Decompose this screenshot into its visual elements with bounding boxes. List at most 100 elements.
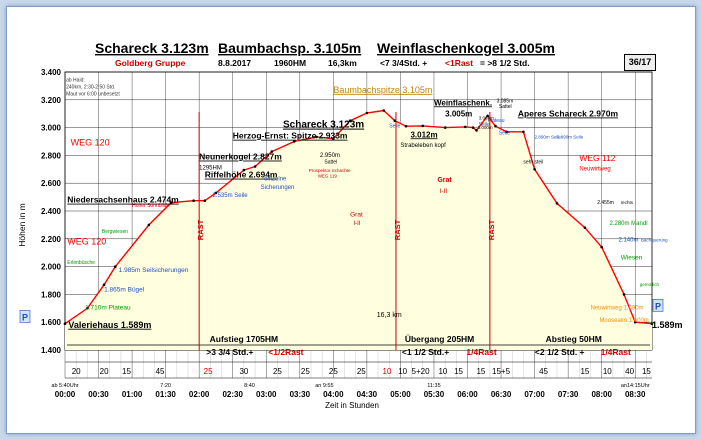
profile-point: [382, 109, 386, 112]
parking-right-label: P: [655, 301, 661, 311]
x-tick-label: 06:30: [491, 390, 512, 399]
distance-label: 16,3 km: [377, 312, 402, 319]
profile-point: [555, 202, 559, 205]
time-mark: an14:15Uhr: [621, 383, 650, 389]
annotation: Neuwirtweg: [579, 167, 610, 173]
segment-minutes: 40: [625, 367, 634, 376]
section-rast: 1/4Rast: [601, 347, 631, 357]
annotation: Seile: [479, 122, 490, 128]
annotation: Sattel: [499, 104, 512, 110]
y-tick-label: 2.800: [41, 151, 62, 160]
profile-point: [147, 223, 151, 227]
profile-point: [583, 226, 587, 229]
annotation: 2.890m Seile: [535, 135, 562, 140]
y-tick-label: 2.400: [41, 207, 62, 216]
annotation: 2.455m: [597, 200, 614, 206]
rast-label: RAST: [393, 219, 402, 240]
annotation: Riffelhöhe 2.694m: [205, 170, 278, 180]
section-rast: <1/2Rast: [268, 347, 303, 357]
annotation: Seile: [389, 124, 400, 130]
x-tick-label: 07:00: [524, 390, 545, 399]
title-part-2: Baumbachsp. 3.105m: [218, 40, 361, 56]
x-tick-label: 01:30: [155, 390, 176, 399]
rast-label: RAST: [487, 219, 496, 240]
annotation: gemütlich: [640, 282, 660, 287]
y-tick-label: 1.400: [41, 346, 62, 355]
profile-line: [64, 109, 653, 325]
annotation: Niedersachsenhaus 2.474m: [67, 195, 179, 205]
profile-point: [203, 199, 207, 202]
profile-point: [600, 245, 603, 249]
annotation: 1.710m Plateau: [85, 305, 131, 312]
segment-minutes: 10: [398, 367, 407, 376]
x-ticks: 00:00 00:30 01:00 01:30 02:00 02:30 03:00 03:30…: [51, 383, 649, 399]
annotation: WEG 119: [318, 174, 338, 179]
x-tick-label: 08:00: [591, 390, 612, 399]
profile-point: [332, 137, 335, 140]
x-tick-label: 04:30: [357, 390, 378, 399]
profile-point: [522, 130, 525, 134]
profile-point: [505, 130, 508, 134]
segment-minutes: 20: [72, 367, 81, 376]
profile-point: [270, 150, 274, 153]
x-tick-label: 05:00: [390, 390, 411, 399]
annotation: Neuwirtweg 1.690m: [591, 306, 644, 312]
y-tick-label: 3.400: [41, 68, 62, 77]
segment-minutes: 15: [476, 367, 485, 376]
x-tick-label: 00:30: [88, 390, 109, 399]
annotation: Moosealm 1.600m: [599, 318, 648, 324]
annotation: 2.280m Mandl: [610, 221, 648, 227]
y-tick-label: 2.000: [41, 263, 62, 272]
annotation: Aperes Schareck 2.970m: [518, 108, 619, 118]
profile-point: [192, 199, 195, 202]
annotation: 1.865m Bügel: [104, 287, 145, 294]
annotation: Prospektor Schachte: [309, 168, 351, 173]
annotation: Erlenbüsche: [67, 260, 95, 266]
profile-area: [63, 109, 654, 350]
time-mark: an 9:55: [315, 383, 333, 389]
section-time: <2 1/2 Std. +: [535, 347, 585, 357]
time-mark: 7:20: [160, 383, 171, 389]
page-badge: 36/17: [624, 54, 656, 71]
time-mark: 11:35: [427, 383, 440, 389]
annotation: 2.950m: [320, 153, 340, 159]
annotation: Weinflaschenk.: [434, 98, 492, 107]
y-ticks: 1.400 1.600 1.800 2.000 2.200 2.400 2.600 2.800…: [41, 68, 62, 355]
parking-left-icon: [19, 310, 31, 323]
rast-label: RAST: [196, 219, 205, 240]
x-tick-label: 07:30: [558, 390, 579, 399]
profile-point: [471, 126, 475, 129]
annotation: 2.890m Seile: [557, 135, 584, 140]
annotation: Wiesen: [621, 255, 643, 262]
segment-bands: 20 20 15 45 25 30 25 25 25 25 10 10 5+20 10 15 15 15+5 45…: [65, 361, 652, 379]
segment-minutes: 10: [383, 367, 392, 376]
y-tick-label: 3.200: [41, 96, 62, 105]
segment-minutes: 25: [273, 367, 282, 376]
segment-minutes: 15: [642, 367, 651, 376]
annotation: 2.535m Seile: [213, 193, 249, 199]
annotation: Sattel: [324, 160, 337, 166]
profile-point: [475, 129, 478, 132]
annotation: sehr steil: [523, 160, 543, 166]
profile-point: [494, 124, 497, 128]
profile-point: [421, 124, 425, 128]
annotation: Seile: [499, 131, 510, 137]
annotation: 1.589m: [652, 320, 683, 330]
y-tick-label: 2.200: [41, 235, 62, 244]
x-tick-label: 02:30: [222, 390, 243, 399]
annotation: Baumbachspitze 3.105m: [333, 85, 432, 95]
profile-point: [443, 126, 447, 129]
annotation: Neunerkogel 2.827m: [199, 152, 282, 162]
time-mark: ab 5:40Uhr: [51, 383, 78, 389]
annotation: I-II: [440, 188, 448, 195]
section-title: Übergang 205HM: [405, 334, 474, 344]
annotation: Schareck 3.123m: [283, 120, 364, 131]
segment-minutes: 15+5: [492, 367, 511, 376]
x-tick-label: 01:00: [122, 390, 143, 399]
profile-point: [315, 135, 318, 139]
profile-point: [533, 168, 536, 171]
annotations: Valeriehaus 1.589m ab Haid:240km, 2:30-2:…: [66, 78, 682, 330]
annotation: Grat: [437, 177, 452, 184]
segment-minutes: 10: [438, 367, 447, 376]
profile-point: [242, 168, 246, 172]
